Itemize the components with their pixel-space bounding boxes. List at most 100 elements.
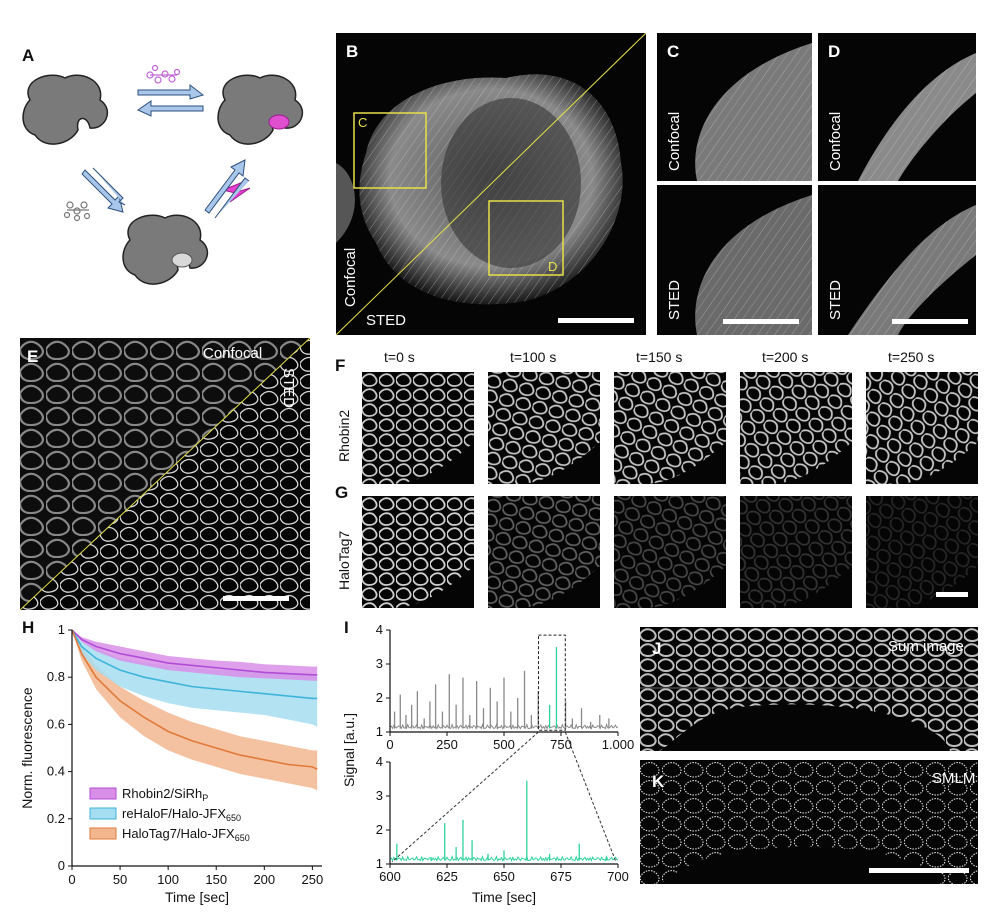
panel-d-confocal-label: Confocal bbox=[827, 111, 844, 171]
panel-letter-f: F bbox=[335, 356, 346, 375]
zoom-region-box bbox=[537, 634, 566, 731]
sum-image-label: Sum image bbox=[888, 638, 964, 655]
x-tick-label: 250 bbox=[436, 737, 458, 752]
x-tick-label: 700 bbox=[607, 869, 629, 884]
equilibrium-arrows-top bbox=[136, 83, 205, 117]
rhobin2-frame-1 bbox=[488, 372, 600, 484]
y-tick-label: 3 bbox=[376, 788, 383, 803]
panel-c-sted-image: STED bbox=[657, 185, 812, 335]
time-label-2: t=150 s bbox=[636, 349, 683, 365]
halotag7-frame-1 bbox=[488, 496, 600, 608]
halotag7-frame-4 bbox=[866, 496, 978, 608]
legend-entry-1: reHaloF/Halo-JFX650 bbox=[122, 806, 241, 823]
y-tick-label: 0.6 bbox=[47, 716, 65, 731]
halotag7-frame-3 bbox=[740, 496, 852, 608]
smlm-label: SMLM bbox=[932, 770, 976, 787]
y-tick-label: 1 bbox=[376, 856, 383, 871]
fluorophore-ligand-icon bbox=[146, 64, 181, 84]
panel-e-confocal-label: Confocal bbox=[203, 345, 263, 362]
panel-letter-a: A bbox=[22, 46, 35, 65]
y-tick-label: 3 bbox=[376, 656, 383, 671]
x-tick-label: 100 bbox=[157, 872, 179, 887]
panel-c-sted-label: STED bbox=[666, 279, 683, 320]
series-band-0 bbox=[72, 630, 318, 681]
panel-e-sted-label: STED bbox=[280, 368, 297, 409]
photobleaching-chart: 0 50 100 150 200 250 0 0.2 0.4 0.6 0.8 1 Time [sec] N… bbox=[19, 622, 324, 905]
equilibrium-arrows-left bbox=[81, 167, 126, 213]
y-tick-label: 4 bbox=[376, 754, 383, 769]
scale-bar bbox=[936, 592, 968, 597]
panel-letter-h: H bbox=[22, 618, 35, 637]
x-tick-label: 250 bbox=[302, 872, 324, 887]
y-axis-label: Norm. fluorescence bbox=[19, 687, 35, 809]
panel-e-image: E Confocal STED bbox=[20, 338, 310, 610]
panel-letter-i: I bbox=[344, 618, 349, 637]
legend-entry-2: HaloTag7/Halo-JFX650 bbox=[122, 826, 250, 843]
panel-d-sted-image: STED bbox=[818, 185, 976, 335]
series-band-2 bbox=[72, 630, 318, 791]
legend-swatch-1 bbox=[89, 807, 117, 820]
panel-letter-e: E bbox=[27, 347, 39, 366]
y-tick-label: 2 bbox=[376, 822, 383, 837]
x-tick-label: 50 bbox=[113, 872, 127, 887]
protein-bound-bleached-icon bbox=[122, 214, 209, 285]
time-label-4: t=250 s bbox=[888, 349, 935, 365]
x-tick-label: 1.000 bbox=[602, 737, 635, 752]
halotag7-row-label: HaloTag7 bbox=[336, 530, 352, 590]
scale-bar bbox=[723, 319, 799, 324]
y-tick-label: 1 bbox=[58, 622, 65, 637]
binding-schematic bbox=[22, 64, 304, 285]
x-tick-label: 750 bbox=[550, 737, 572, 752]
x-tick-label: 600 bbox=[379, 869, 401, 884]
time-label-3: t=200 s bbox=[762, 349, 809, 365]
scale-bar bbox=[892, 319, 968, 324]
box-d-label: D bbox=[548, 259, 558, 274]
rhobin2-frame-0 bbox=[362, 372, 474, 484]
panel-b-confocal-label: Confocal bbox=[342, 247, 359, 307]
x-tick-label: 0 bbox=[386, 737, 393, 752]
panel-b-cell bbox=[336, 33, 646, 335]
scale-bar bbox=[869, 868, 969, 873]
x-tick-label: 650 bbox=[493, 869, 515, 884]
scale-bar bbox=[223, 596, 289, 601]
scale-bar bbox=[558, 318, 634, 323]
y-tick-label: 0.4 bbox=[47, 764, 65, 779]
y-tick-label: 1 bbox=[376, 724, 383, 739]
protein-bound-fluorescent-icon bbox=[217, 74, 304, 145]
series-line-0 bbox=[71, 629, 318, 676]
time-label-0: t=0 s bbox=[384, 349, 415, 365]
panel-b-image: B C D Confocal STED bbox=[336, 33, 646, 335]
y-tick-label: 2 bbox=[376, 690, 383, 705]
bleached-ligand-icon bbox=[63, 201, 91, 222]
rhobin2-row-label: Rhobin2 bbox=[336, 409, 352, 462]
panel-letter-c: C bbox=[667, 42, 680, 61]
panel-letter-d: D bbox=[828, 42, 841, 61]
panel-letter-g: G bbox=[335, 483, 349, 502]
rhobin2-frame-4 bbox=[866, 372, 978, 484]
halotag7-frame-2 bbox=[614, 496, 726, 608]
x-tick-label: 675 bbox=[550, 869, 572, 884]
x-tick-label: 500 bbox=[493, 737, 515, 752]
panel-k-image: K SMLM bbox=[640, 760, 978, 884]
x-tick-label: 0 bbox=[68, 872, 75, 887]
blinking-trace-chart: 0 250 500 750 1.000 1 2 3 4 600 625 650 675 700 1 2 3 4 Ti… bbox=[341, 622, 635, 905]
panel-letter-k: K bbox=[652, 772, 665, 791]
x-tick-label: 625 bbox=[436, 869, 458, 884]
panel-j-image: J Sum image bbox=[640, 627, 978, 751]
panel-b-sted-label: STED bbox=[366, 312, 407, 329]
series-line-1 bbox=[71, 629, 318, 700]
panel-letter-j: J bbox=[652, 639, 662, 658]
x-tick-label: 150 bbox=[205, 872, 227, 887]
x-axis-label: Time [sec] bbox=[165, 889, 229, 905]
rhobin2-frame-2 bbox=[614, 372, 726, 484]
box-c-label: C bbox=[358, 115, 368, 130]
y-tick-label: 4 bbox=[376, 622, 383, 637]
panel-d-sted-label: STED bbox=[827, 279, 844, 320]
panel-c-confocal-label: Confocal bbox=[666, 111, 683, 171]
x-tick-label: 200 bbox=[253, 872, 275, 887]
legend-swatch-2 bbox=[89, 827, 117, 840]
panel-d-confocal-image: D Confocal bbox=[818, 33, 976, 181]
x-axis-label: Time [sec] bbox=[472, 889, 536, 905]
panel-letter-b: B bbox=[346, 42, 359, 61]
time-label-1: t=100 s bbox=[510, 349, 557, 365]
